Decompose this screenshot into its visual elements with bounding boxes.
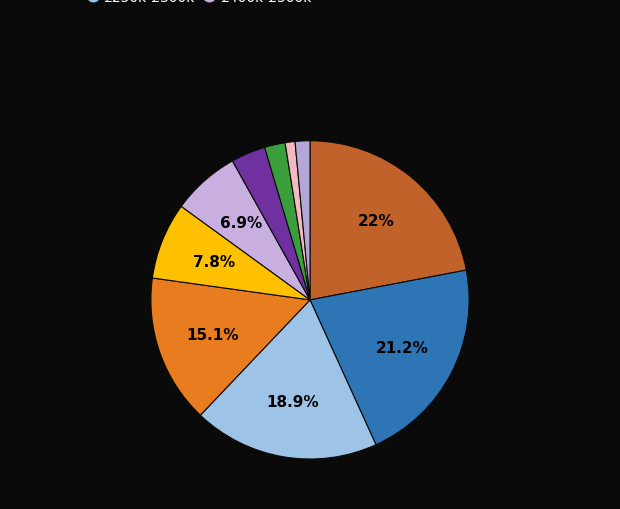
Wedge shape: [265, 144, 310, 300]
Text: 18.9%: 18.9%: [267, 394, 319, 410]
Wedge shape: [153, 207, 310, 300]
Wedge shape: [151, 278, 310, 415]
Wedge shape: [200, 300, 376, 459]
Wedge shape: [285, 142, 310, 300]
Text: 15.1%: 15.1%: [186, 327, 239, 342]
Text: 6.9%: 6.9%: [220, 216, 262, 231]
Text: 7.8%: 7.8%: [193, 254, 235, 269]
Wedge shape: [310, 142, 466, 300]
Wedge shape: [181, 162, 310, 300]
Text: 22%: 22%: [358, 213, 394, 228]
Wedge shape: [295, 142, 310, 300]
Legend: £200k-£250k, £300k-£400k, £250k-£300k, £150k-£200k, £100k-£150k, £400k-£500k, £5: £200k-£250k, £300k-£400k, £250k-£300k, £…: [82, 0, 538, 12]
Text: 21.2%: 21.2%: [376, 340, 428, 355]
Wedge shape: [232, 148, 310, 300]
Wedge shape: [310, 271, 469, 445]
